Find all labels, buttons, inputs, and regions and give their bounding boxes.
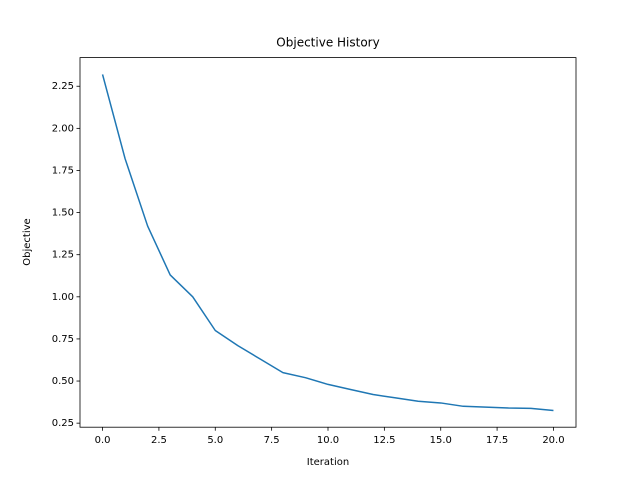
y-axis-label: Objective bbox=[22, 218, 33, 265]
y-tick-label: 1.50 bbox=[52, 208, 74, 219]
y-tick-label: 0.75 bbox=[52, 334, 74, 345]
x-tick-label: 0.0 bbox=[95, 435, 111, 446]
y-tick-label: 1.00 bbox=[52, 292, 74, 303]
chart-title: Objective History bbox=[276, 36, 379, 50]
data-line bbox=[101, 74, 554, 412]
plot-frame bbox=[79, 57, 577, 428]
y-tick-label: 0.50 bbox=[52, 376, 74, 387]
x-tick-label: 10.0 bbox=[317, 435, 339, 446]
x-tick-label: 17.5 bbox=[486, 435, 508, 446]
x-tick-label: 15.0 bbox=[430, 435, 452, 446]
x-tick-label: 5.0 bbox=[207, 435, 223, 446]
x-tick-label: 2.5 bbox=[151, 435, 167, 446]
y-tick-label: 2.25 bbox=[52, 81, 74, 92]
x-axis-label: Iteration bbox=[307, 457, 349, 468]
y-tick-label: 0.25 bbox=[52, 418, 74, 429]
y-tick-label: 1.25 bbox=[52, 250, 74, 261]
x-tick-label: 7.5 bbox=[264, 435, 280, 446]
y-tick-label: 2.00 bbox=[52, 123, 74, 134]
x-tick-label: 20.0 bbox=[542, 435, 564, 446]
y-tick-label: 1.75 bbox=[52, 165, 74, 176]
x-tick-label: 12.5 bbox=[373, 435, 395, 446]
